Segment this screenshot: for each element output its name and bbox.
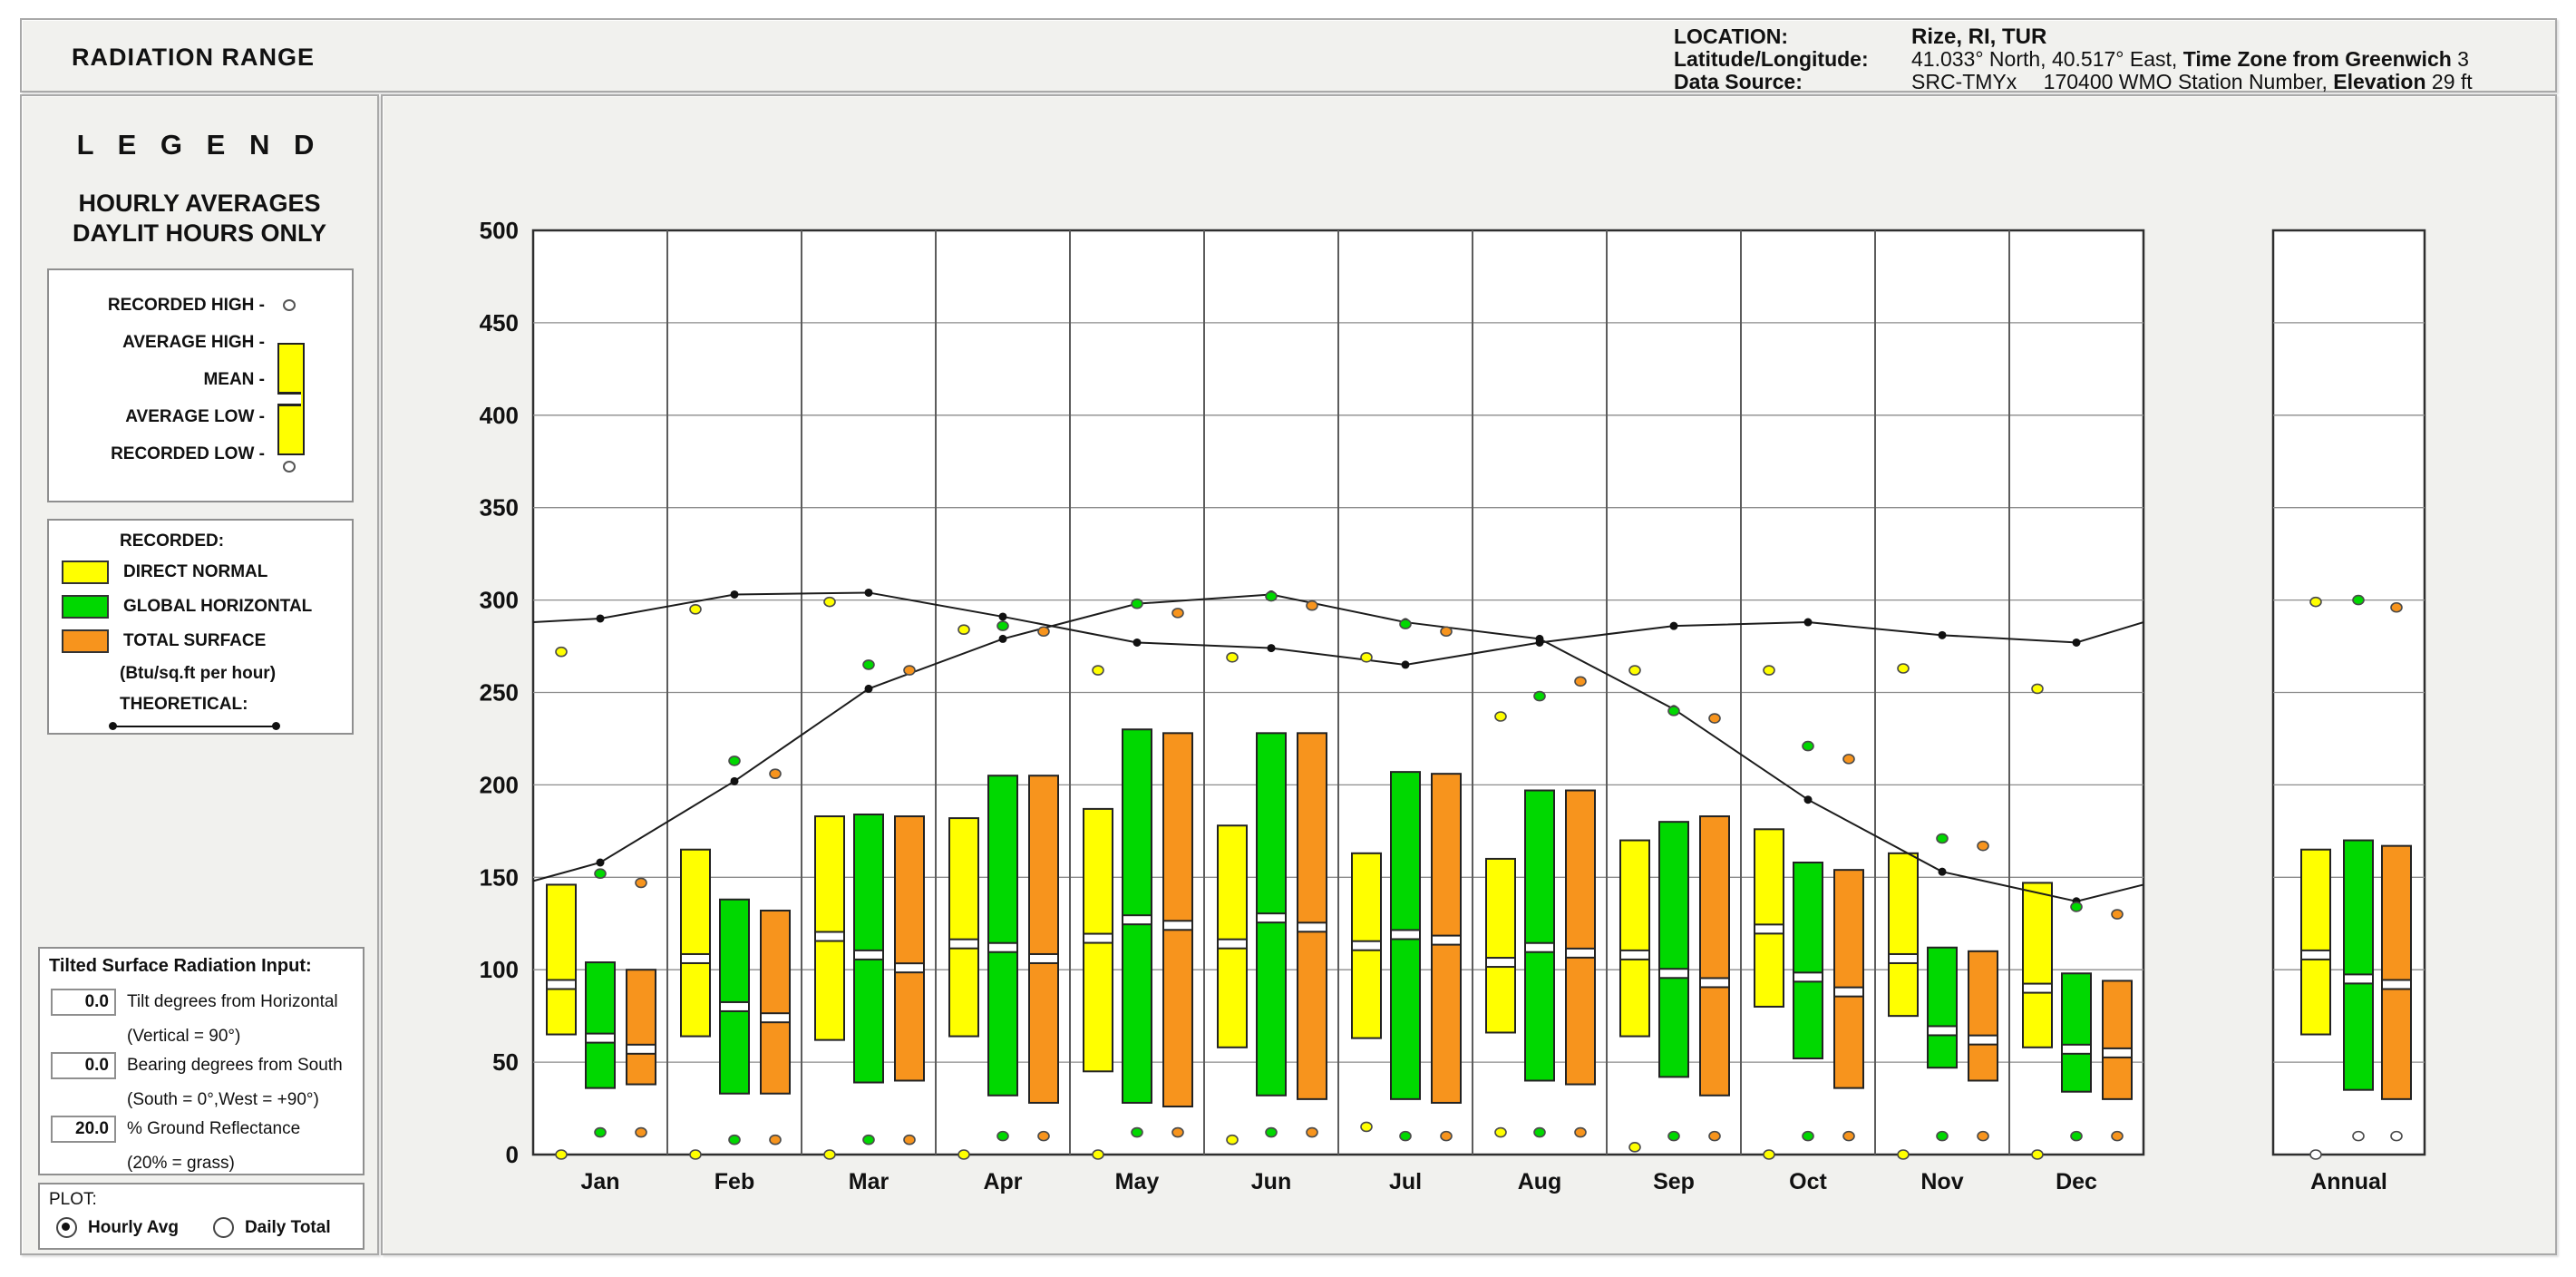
page-title: RADIATION RANGE xyxy=(72,44,315,71)
theoretical-line-icon xyxy=(109,722,280,730)
header-row: LOCATION: Rize, RI, TUR xyxy=(1674,24,2047,49)
tilt-degrees-sublabel: (Vertical = 90°) xyxy=(127,1027,241,1046)
legend-series-box: RECORDED: DIRECT NORMAL GLOBAL HORIZONTA… xyxy=(47,519,354,735)
global-horizontal-swatch-icon xyxy=(62,595,109,619)
header-row: Data Source: SRC-TMYx 170400 WMO Station … xyxy=(1674,70,2473,93)
range-bar-icon xyxy=(277,343,305,455)
svg-text:200: 200 xyxy=(480,771,519,798)
svg-text:Sep: Sep xyxy=(1653,1169,1695,1194)
legend-item-direct-normal: DIRECT NORMAL xyxy=(62,561,267,584)
ground-reflectance-sublabel: (20% = grass) xyxy=(127,1154,235,1173)
daily-total-radio[interactable] xyxy=(212,1217,234,1238)
chart-panel: 0 50 100 150 200 250 300 350 400 450 500 Jan Feb Mar A… xyxy=(381,94,2557,1255)
svg-text:Jan: Jan xyxy=(580,1169,619,1194)
svg-text:250: 250 xyxy=(480,679,519,707)
svg-text:Jun: Jun xyxy=(1251,1169,1291,1194)
tilt-degrees-label: Tilt degrees from Horizontal xyxy=(127,992,338,1011)
svg-text:Mar: Mar xyxy=(849,1169,889,1194)
units-note: (Btu/sq.ft per hour) xyxy=(120,664,277,683)
svg-text:Feb: Feb xyxy=(714,1169,754,1194)
bearing-degrees-sublabel: (South = 0°,West = +90°) xyxy=(127,1090,319,1109)
radiation-chart: 0 50 100 150 200 250 300 350 400 450 500 Jan Feb Mar A… xyxy=(480,217,2426,1194)
tilt-degrees-field[interactable] xyxy=(51,989,116,1016)
svg-text:Annual: Annual xyxy=(2310,1169,2387,1194)
tilted-surface-input-box: Tilted Surface Radiation Input: Tilt deg… xyxy=(38,947,365,1175)
ground-reflectance-field[interactable] xyxy=(51,1116,116,1143)
svg-text:Oct: Oct xyxy=(1789,1169,1827,1194)
svg-text:450: 450 xyxy=(480,309,519,336)
legend-range-labels: RECORDED HIGH - AVERAGE HIGH - MEAN - AV… xyxy=(107,296,265,463)
svg-text:400: 400 xyxy=(480,402,519,429)
header-row: Latitude/Longitude: 41.033° North, 40.517… xyxy=(1674,47,2469,71)
plot-options-box: PLOT: Hourly Avg Daily Total xyxy=(38,1183,365,1250)
svg-text:150: 150 xyxy=(480,863,519,891)
svg-text:500: 500 xyxy=(480,217,519,244)
plot-options-title: PLOT: xyxy=(49,1190,97,1209)
legend-sidebar: L E G E N D HOURLY AVERAGES DAYLIT HOURS… xyxy=(20,94,379,1255)
svg-text:0: 0 xyxy=(506,1141,519,1168)
tilted-surface-input-title: Tilted Surface Radiation Input: xyxy=(49,956,312,976)
svg-text:Nov: Nov xyxy=(1920,1169,1963,1194)
svg-text:50: 50 xyxy=(492,1048,519,1076)
svg-text:Jul: Jul xyxy=(1389,1169,1422,1194)
svg-text:300: 300 xyxy=(480,587,519,614)
ground-reflectance-label: % Ground Reflectance xyxy=(127,1119,301,1138)
legend-subtitle: HOURLY AVERAGES DAYLIT HOURS ONLY xyxy=(72,190,327,247)
svg-text:Apr: Apr xyxy=(983,1169,1022,1194)
daily-total-label: Daily Total xyxy=(244,1217,331,1237)
hourly-avg-radio[interactable] xyxy=(56,1217,77,1238)
total-surface-swatch-icon xyxy=(62,629,109,653)
theoretical-label: THEORETICAL: xyxy=(120,695,248,714)
legend-item-total-surface: TOTAL SURFACE xyxy=(62,629,266,653)
svg-text:May: May xyxy=(1115,1169,1160,1194)
recorded-high-dot-icon xyxy=(283,299,296,311)
svg-text:Dec: Dec xyxy=(2056,1169,2097,1194)
recorded-low-dot-icon xyxy=(283,461,296,473)
legend-item-global-horizontal: GLOBAL HORIZONTAL xyxy=(62,595,312,619)
direct-normal-swatch-icon xyxy=(62,561,109,584)
bearing-degrees-label: Bearing degrees from South xyxy=(127,1056,343,1075)
legend-title: L E G E N D xyxy=(76,129,323,161)
header-panel: RADIATION RANGE LOCATION: Rize, RI, TUR La… xyxy=(20,18,2557,93)
recorded-label: RECORDED: xyxy=(120,531,225,551)
legend-range-box: RECORDED HIGH - AVERAGE HIGH - MEAN - AV… xyxy=(47,268,354,502)
svg-text:Aug: Aug xyxy=(1518,1169,1562,1194)
hourly-avg-label: Hourly Avg xyxy=(88,1217,179,1237)
svg-text:350: 350 xyxy=(480,494,519,522)
location-info: LOCATION: Rize, RI, TUR Latitude/Longitude… xyxy=(1674,25,2544,93)
bearing-degrees-field[interactable] xyxy=(51,1052,116,1079)
svg-text:100: 100 xyxy=(480,956,519,983)
